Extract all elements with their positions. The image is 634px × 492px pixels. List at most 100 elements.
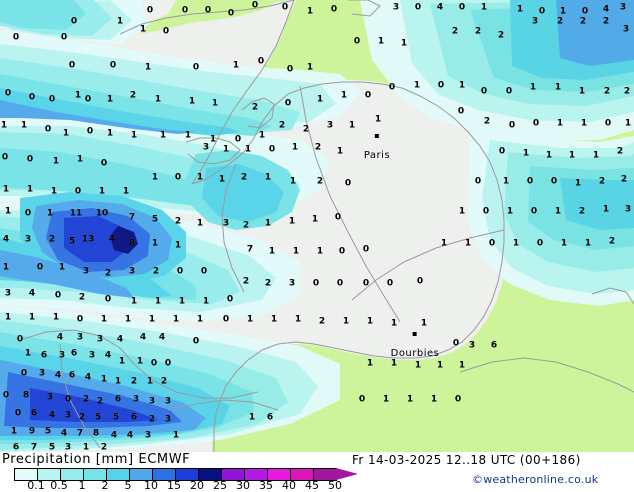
precip-value: 0 — [358, 394, 366, 405]
precip-value: 0 — [64, 394, 72, 405]
precip-value: 1 — [516, 4, 524, 15]
precip-value: 1 — [268, 246, 276, 257]
precip-value: 6 — [30, 408, 38, 419]
precip-value: 4 — [116, 334, 124, 345]
precip-value: 1 — [512, 238, 520, 249]
colorbar-tick: 35 — [259, 479, 273, 492]
precip-value: 4 — [104, 350, 112, 361]
colorbar-tick: 15 — [167, 479, 181, 492]
precip-value: 6 — [70, 348, 78, 359]
precip-value: 0 — [222, 314, 230, 325]
precip-value: 0 — [100, 158, 108, 169]
precip-value: 6 — [40, 350, 48, 361]
precip-value: 0 — [526, 176, 534, 187]
precip-value: 3 — [624, 204, 632, 215]
precip-value: 0 — [54, 290, 62, 301]
colorbar-tick: 20 — [190, 479, 204, 492]
precip-value: 0 — [164, 358, 172, 369]
precip-value: 1 — [100, 314, 108, 325]
colorbar-tick: 1 — [78, 479, 86, 492]
precip-value: 6 — [12, 442, 20, 452]
precip-value: 2 — [608, 236, 616, 247]
precip-value: 1 — [382, 394, 390, 405]
precip-value: 7 — [76, 428, 84, 439]
colorbar-swatch — [153, 469, 176, 480]
precip-value: 1 — [174, 240, 182, 251]
precip-value: 2 — [318, 316, 326, 327]
colorbar-overflow-arrow — [336, 468, 358, 480]
precip-value: 8 — [22, 390, 30, 401]
precip-value: 1 — [46, 208, 54, 219]
precip-value: 1 — [151, 172, 159, 183]
precip-value: 0 — [26, 154, 34, 165]
precip-value: 1 — [340, 90, 348, 101]
precip-value: 1 — [556, 118, 564, 129]
precip-value: 0 — [581, 6, 589, 17]
colorbar-swatch — [176, 469, 199, 480]
precip-value: 1 — [560, 238, 568, 249]
precip-value: 0 — [76, 314, 84, 325]
precip-value: 0 — [330, 4, 338, 15]
precip-value: 1 — [458, 360, 466, 371]
precip-value: 1 — [154, 94, 162, 105]
precip-value: 1 — [244, 144, 252, 155]
precip-value: 3 — [148, 396, 156, 407]
precip-value: 0 — [353, 36, 361, 47]
colorbar-swatch — [107, 469, 130, 480]
precip-value: 1 — [159, 130, 167, 141]
precip-value: 2 — [100, 442, 108, 452]
precip-value: 1 — [464, 238, 472, 249]
precip-value: 0 — [36, 262, 44, 273]
precip-value: 0 — [532, 118, 540, 129]
city-marker-paris: Paris — [364, 134, 390, 162]
colorbar-tick: 25 — [213, 479, 227, 492]
precip-value: 2 — [242, 276, 250, 287]
precip-value: 10 — [95, 208, 109, 219]
precip-value: 0 — [70, 16, 78, 27]
precip-value: 1 — [502, 176, 510, 187]
precip-value: 1 — [10, 426, 18, 437]
colorbar-swatch — [38, 469, 61, 480]
colorbar-tick: 0.5 — [50, 479, 68, 492]
precip-value: 4 — [436, 2, 444, 13]
precip-value: 1 — [574, 178, 582, 189]
precip-value: 0 — [334, 212, 342, 223]
precip-value: 0 — [192, 336, 200, 347]
precip-value: 3 — [531, 16, 539, 27]
precip-value: 1 — [348, 120, 356, 131]
precip-value: 3 — [132, 394, 140, 405]
precip-value: 0 — [226, 294, 234, 305]
precip-value: 0 — [16, 334, 24, 345]
colorbar-swatch — [84, 469, 107, 480]
precip-value: 4 — [108, 234, 116, 245]
precip-value: 1 — [458, 80, 466, 91]
precip-value: 0 — [181, 5, 189, 16]
city-marker-dourbies: Dourbies — [391, 332, 440, 360]
precip-value: 0 — [437, 80, 445, 91]
precip-value: 1 — [602, 204, 610, 215]
precip-value: 2 — [497, 30, 505, 41]
precip-value: 1 — [2, 262, 10, 273]
precip-value: 8 — [92, 428, 100, 439]
precip-value: 1 — [436, 360, 444, 371]
precip-value: 1 — [554, 206, 562, 217]
precip-value: 1 — [4, 312, 12, 323]
precip-value: 0 — [48, 94, 56, 105]
precip-value: 0 — [458, 2, 466, 13]
precip-value: 0 — [68, 60, 76, 71]
precip-value: 0 — [362, 244, 370, 255]
precip-value: 0 — [24, 208, 32, 219]
precip-value: 4 — [56, 332, 64, 343]
precip-value: 1 — [288, 216, 296, 227]
precip-value: 0 — [336, 278, 344, 289]
precip-value: 1 — [568, 150, 576, 161]
precip-value: 2 — [598, 176, 606, 187]
colorbar-tick: 30 — [236, 479, 250, 492]
precip-value: 3 — [46, 392, 54, 403]
precip-value: 0 — [200, 266, 208, 277]
precip-value: 0 — [74, 186, 82, 197]
precip-value: 1 — [264, 172, 272, 183]
precip-value: 1 — [258, 130, 266, 141]
precip-value: 2 — [623, 86, 631, 97]
